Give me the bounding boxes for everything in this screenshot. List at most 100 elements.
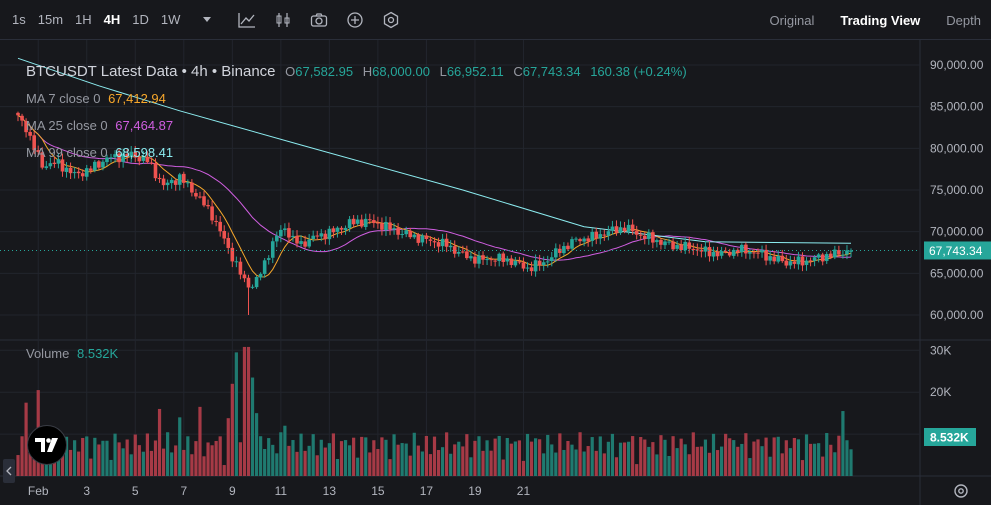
volume-bar bbox=[469, 457, 473, 476]
volume-bar bbox=[356, 457, 360, 476]
volume-bar bbox=[655, 454, 659, 476]
candle-body bbox=[169, 179, 174, 184]
time-tick-label: Feb bbox=[28, 484, 49, 498]
scroll-left-handle[interactable] bbox=[3, 459, 15, 483]
dropdown-icon[interactable] bbox=[198, 11, 216, 29]
ma25-value: 67,464.87 bbox=[115, 118, 174, 133]
candle-body bbox=[602, 234, 607, 236]
volume-bar bbox=[242, 346, 247, 476]
view-original[interactable]: Original bbox=[769, 12, 815, 28]
candlestick-icon[interactable] bbox=[274, 11, 292, 29]
candle-body bbox=[202, 196, 206, 206]
candle-body bbox=[509, 258, 514, 265]
candle-body bbox=[699, 249, 704, 252]
candle-body bbox=[533, 260, 538, 272]
volume-bar bbox=[691, 432, 695, 476]
candle-body bbox=[258, 273, 263, 278]
timeframe-1s[interactable]: 1s bbox=[12, 12, 26, 27]
timeframe-4h[interactable]: 4H bbox=[103, 12, 121, 27]
candlestick-chart[interactable]: 90,000.00 85,000.00 80,000.00 75,000.00 70,0… bbox=[0, 40, 991, 505]
timeframe-1d[interactable]: 1D bbox=[132, 12, 149, 27]
candle-body bbox=[465, 251, 469, 259]
candle-body bbox=[177, 174, 182, 185]
candle-body bbox=[554, 248, 558, 258]
candle-body bbox=[570, 239, 574, 249]
volume-bar bbox=[68, 449, 73, 476]
volume-bar bbox=[533, 438, 538, 476]
high-value: 68,000.00 bbox=[372, 64, 430, 79]
candle-body bbox=[194, 193, 198, 197]
candle-body bbox=[52, 162, 57, 165]
candle-body bbox=[841, 254, 845, 256]
timeframe-15m[interactable]: 15m bbox=[37, 12, 64, 27]
volume-bar bbox=[521, 460, 526, 476]
volume-bar bbox=[699, 446, 703, 476]
current-price-label: 67,743.34 bbox=[929, 244, 983, 258]
candle-body bbox=[663, 241, 667, 246]
candle-body bbox=[687, 242, 692, 249]
candle-body bbox=[266, 258, 271, 260]
volume-bar bbox=[707, 452, 712, 476]
volume-bar bbox=[687, 454, 691, 476]
candle-body bbox=[186, 182, 190, 184]
volume-bar bbox=[60, 440, 65, 476]
ma99-legend: MA 99 close 0 68,598.41 bbox=[26, 145, 173, 160]
chart-settings-icon[interactable] bbox=[954, 484, 968, 498]
view-trading-view[interactable]: Trading View bbox=[840, 12, 921, 28]
volume-bar bbox=[550, 444, 554, 476]
candle-body bbox=[28, 131, 32, 136]
volume-bar bbox=[804, 434, 809, 476]
time-tick-label: 3 bbox=[83, 484, 90, 498]
ma25-label: MA 25 close 0 bbox=[26, 118, 108, 133]
candle-body bbox=[335, 227, 340, 232]
candle-body bbox=[707, 247, 712, 257]
timeframe-1w[interactable]: 1W bbox=[160, 12, 181, 27]
candle-body bbox=[307, 239, 311, 247]
volume-bar bbox=[319, 439, 323, 476]
candle-body bbox=[44, 166, 49, 169]
candle-body bbox=[493, 260, 497, 262]
volume-bar bbox=[546, 434, 550, 476]
ma7-value: 67,412.94 bbox=[108, 91, 166, 106]
volume-bar bbox=[368, 452, 372, 476]
tradingview-logo[interactable] bbox=[27, 425, 67, 465]
candle-body bbox=[768, 256, 772, 261]
candle-body bbox=[384, 221, 388, 231]
candle-body bbox=[113, 154, 117, 158]
indicator-icon[interactable] bbox=[238, 11, 256, 29]
view-depth[interactable]: Depth bbox=[946, 12, 981, 28]
add-circle-icon[interactable] bbox=[346, 11, 364, 29]
settings-icon[interactable] bbox=[382, 11, 400, 29]
volume-label: Volume bbox=[26, 346, 70, 361]
volume-bar bbox=[396, 444, 400, 476]
candle-body bbox=[303, 241, 307, 247]
volume-bar bbox=[578, 432, 582, 476]
candle-body bbox=[88, 168, 93, 171]
candle-body bbox=[796, 256, 801, 265]
volume-bar bbox=[109, 459, 113, 476]
candle-body bbox=[614, 226, 619, 233]
volume-bar bbox=[849, 449, 853, 476]
volume-bar bbox=[453, 444, 457, 476]
volume-bar bbox=[833, 452, 837, 476]
candle-body bbox=[291, 235, 295, 238]
candle-body bbox=[719, 251, 724, 256]
volume-bar bbox=[639, 437, 643, 476]
volume-bar bbox=[768, 456, 772, 476]
candle-body bbox=[242, 274, 247, 279]
candle-body bbox=[473, 256, 477, 264]
volume-bar bbox=[602, 453, 606, 476]
candle-body bbox=[214, 220, 218, 222]
candle-body bbox=[210, 206, 214, 221]
camera-icon[interactable] bbox=[310, 11, 328, 29]
volume-bar bbox=[81, 437, 85, 476]
candle-body bbox=[238, 261, 243, 275]
volume-series bbox=[16, 346, 853, 476]
timeframe-1h[interactable]: 1H bbox=[75, 12, 92, 27]
volume-bar bbox=[129, 454, 133, 476]
current-volume-label: 8.532K bbox=[930, 431, 969, 445]
volume-bar bbox=[788, 448, 792, 476]
candle-body bbox=[72, 172, 77, 174]
volume-bar bbox=[214, 440, 218, 476]
volume-bar bbox=[643, 439, 647, 476]
